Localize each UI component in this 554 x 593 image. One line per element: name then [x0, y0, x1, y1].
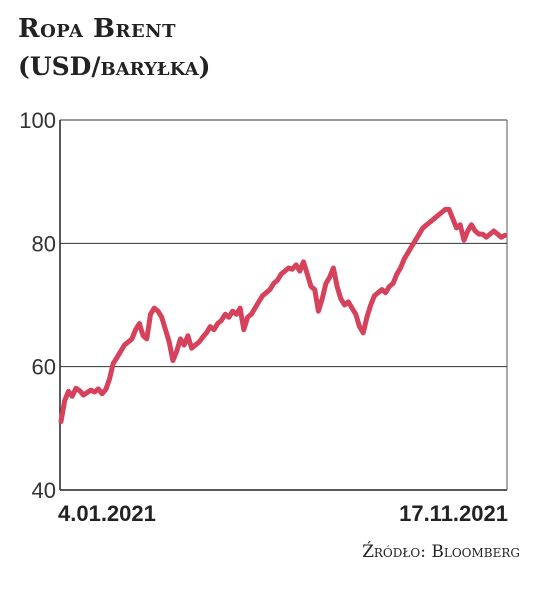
chart-subtitle: (USD/baryłka) [18, 52, 211, 81]
y-tick-label: 100 [19, 108, 56, 133]
series-line-brent [58, 206, 508, 425]
y-tick-labels: 100 80 60 40 [19, 108, 56, 503]
x-tick-labels: 4.01.2021 17.11.2021 [58, 501, 508, 526]
x-tick-label: 4.01.2021 [58, 501, 156, 526]
y-tick-label: 80 [32, 231, 56, 256]
source-note: Źródło: Bloomberg [362, 542, 520, 562]
chart-title: Ropa Brent [18, 14, 177, 44]
gridlines [60, 119, 507, 491]
x-tick-label: 17.11.2021 [399, 501, 508, 526]
y-tick-label: 60 [32, 355, 56, 380]
y-tick-label: 40 [32, 478, 56, 503]
